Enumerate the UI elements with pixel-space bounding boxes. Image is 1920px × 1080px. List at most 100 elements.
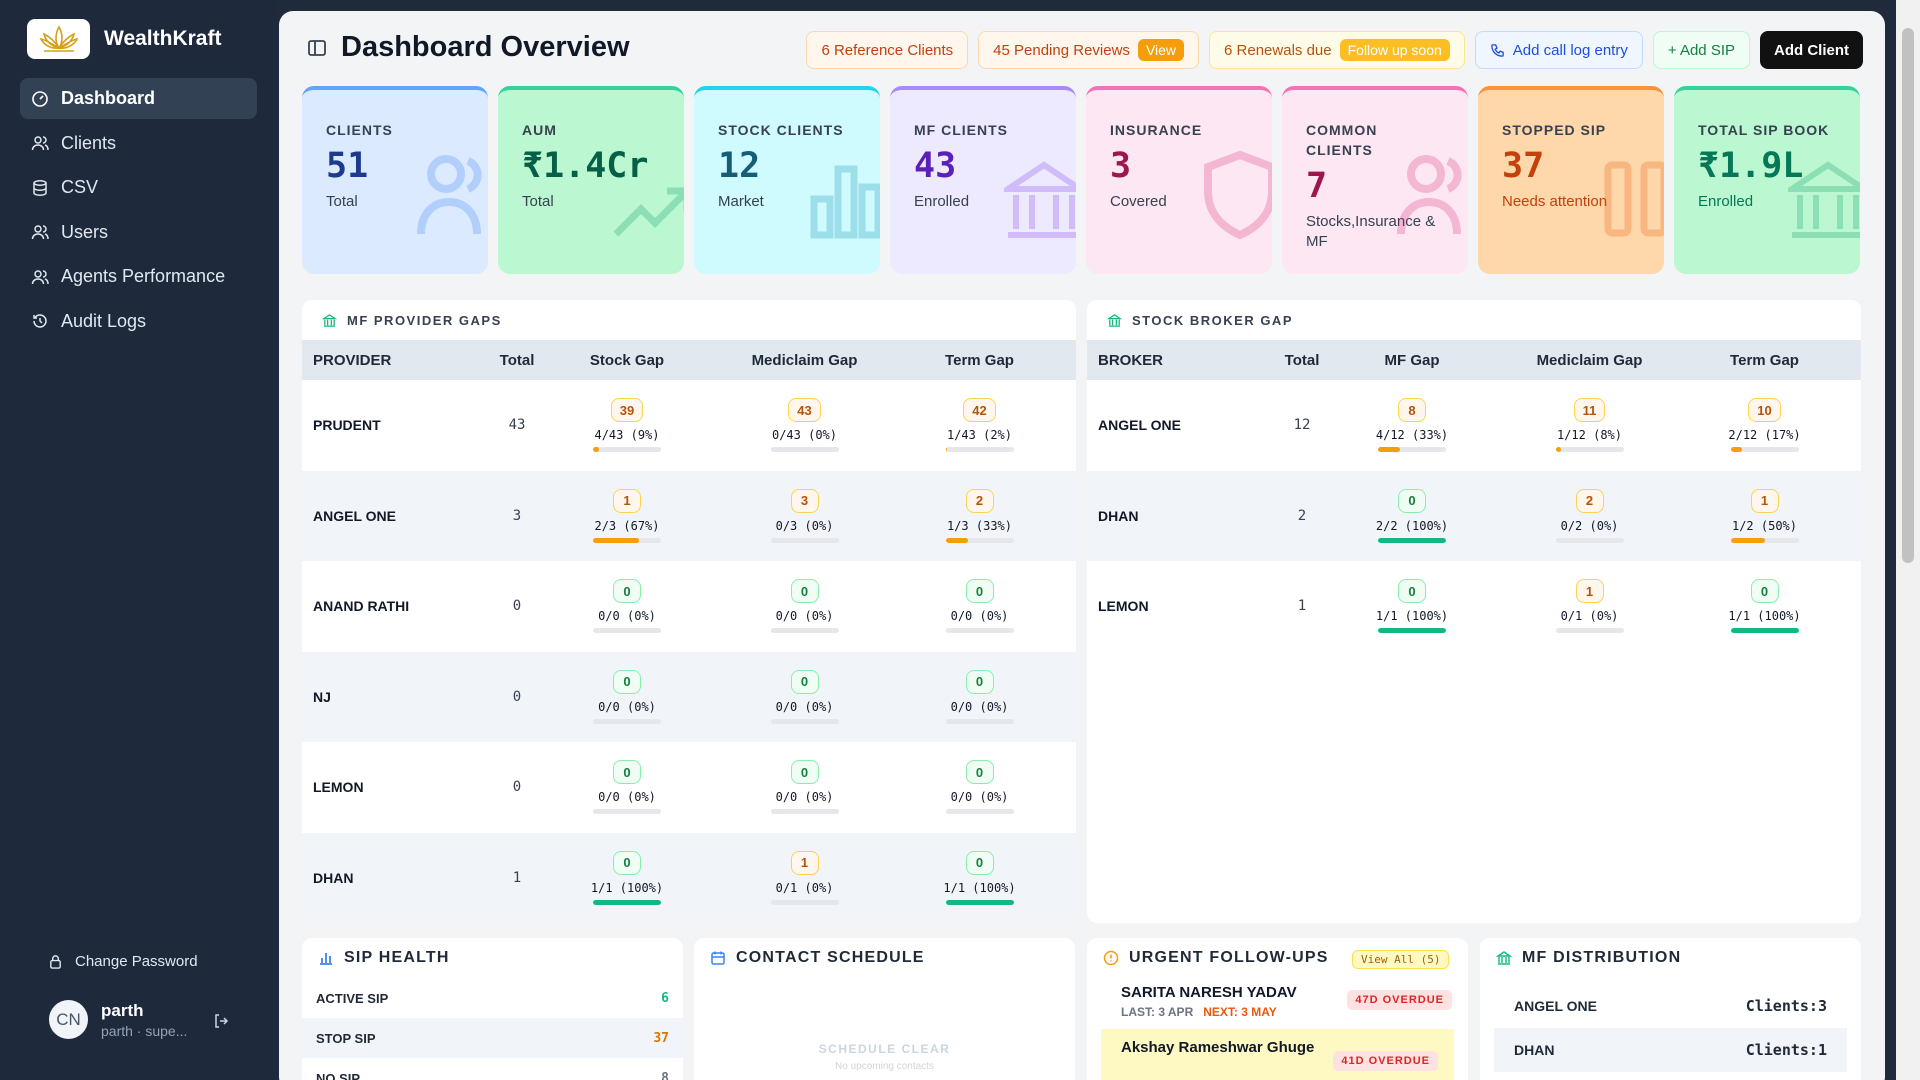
gap-cell: 1 0/1 (0%)	[1487, 579, 1692, 634]
sidebar-toggle-icon[interactable]	[307, 38, 327, 58]
column-header[interactable]: PROVIDER	[313, 351, 392, 369]
column-header[interactable]: Mediclaim Gap	[751, 351, 858, 369]
gap-cell: 1 2/3 (67%)	[552, 488, 702, 543]
gap-ratio: 0/0 (0%)	[598, 790, 656, 805]
renewals-label: 6 Renewals due	[1224, 41, 1332, 59]
column-header[interactable]: BROKER	[1098, 351, 1164, 369]
stat-card-common-clients[interactable]: COMMON CLIENTS 7 Stocks,Insurance & MF	[1282, 86, 1468, 274]
gap-progress-bar	[593, 537, 661, 543]
gap-badge: 0	[613, 669, 641, 694]
sip-health-panel: SIP HEALTH ACTIVE SIP 6 STOP SIP 37 NO SIP 8	[302, 938, 683, 1080]
column-header[interactable]: Total	[499, 351, 535, 369]
view-button[interactable]: View	[1137, 39, 1185, 61]
table-row: NJ 0 0 0/0 (0%) 0 0/0 (0%) 0 0/0 (0%)	[302, 651, 1076, 742]
card-sub: Stocks,Insurance & MF	[1306, 213, 1436, 250]
row-name: DHAN	[1098, 507, 1139, 524]
column-header[interactable]: MF Gap	[1384, 351, 1440, 369]
stat-cards: CLIENTS 51 Total AUM ₹1.4Cr Total STOCK CLIENT…	[302, 86, 1860, 274]
sip-label: STOP SIP	[316, 1030, 376, 1046]
column-header[interactable]: Mediclaim Gap	[1536, 351, 1643, 369]
stat-card-clients[interactable]: CLIENTS 51 Total	[302, 86, 488, 274]
stat-card-mf-clients[interactable]: MF CLIENTS 43 Enrolled	[890, 86, 1076, 274]
stat-card-stock-clients[interactable]: STOCK CLIENTS 12 Market	[694, 86, 880, 274]
stat-card-aum[interactable]: AUM ₹1.4Cr Total	[498, 86, 684, 274]
mf-distribution-name: ANGEL ONE	[1514, 998, 1597, 1014]
trending-up-icon	[612, 179, 684, 244]
gap-cell: 10 2/12 (17%)	[1692, 398, 1837, 453]
renewals-pill[interactable]: 6 Renewals due Follow up soon	[1209, 31, 1465, 69]
urgent-title-text: URGENT FOLLOW-UPS	[1129, 949, 1329, 966]
change-password-link[interactable]: Change Password	[48, 953, 198, 970]
column-header[interactable]: Term Gap	[1730, 351, 1799, 369]
users-icon	[31, 268, 49, 286]
row-total: 0	[512, 598, 522, 615]
gap-progress-bar	[1378, 628, 1446, 634]
mf-gaps-title-text: MF PROVIDER GAPS	[347, 312, 502, 328]
broker-gap-title: STOCK BROKER GAP	[1087, 300, 1861, 340]
gap-cell: 0 0/0 (0%)	[702, 669, 907, 724]
logout-icon[interactable]	[213, 1013, 229, 1034]
gap-ratio: 1/12 (8%)	[1556, 428, 1623, 443]
card-value: ₹1.9L	[1698, 146, 1804, 186]
gap-cell: 8 4/12 (33%)	[1337, 398, 1487, 453]
gap-badge: 8	[1398, 398, 1426, 423]
add-sip-button[interactable]: + Add SIP	[1652, 31, 1750, 69]
column-header[interactable]: Stock Gap	[589, 351, 665, 369]
row-total: 1	[1297, 598, 1307, 615]
sip-health-row: NO SIP 8	[302, 1058, 683, 1080]
stat-card-insurance[interactable]: INSURANCE 3 Covered	[1086, 86, 1272, 274]
column-header[interactable]: Term Gap	[945, 351, 1014, 369]
add-client-button[interactable]: Add Client	[1760, 31, 1863, 69]
sidebar-item-dashboard[interactable]: Dashboard	[20, 78, 257, 119]
gap-badge: 1	[790, 850, 819, 875]
scrollbar[interactable]	[1896, 0, 1920, 1080]
follow-up-item[interactable]: SARITA NARESH YADAV LAST: 3 APR NEXT: 3 MA…	[1087, 978, 1468, 1029]
main-content: Dashboard Overview 6 Reference Clients 4…	[279, 11, 1885, 1080]
gap-progress-bar	[770, 628, 839, 634]
gap-ratio: 4/43 (9%)	[594, 428, 660, 443]
sidebar-item-users[interactable]: Users	[20, 212, 257, 253]
follow-up-item[interactable]: Akshay Rameshwar Ghuge 41D OVERDUE	[1101, 1029, 1454, 1080]
mf-gaps-table: PROVIDER Total Stock Gap Mediclaim Gap Term …	[302, 340, 1076, 923]
gap-ratio: 0/0 (0%)	[950, 790, 1009, 805]
scrollbar-thumb[interactable]	[1902, 28, 1914, 563]
row-name: DHAN	[313, 869, 354, 886]
row-total: 43	[508, 417, 526, 434]
add-sip-label: + Add SIP	[1667, 41, 1735, 59]
follow-up-button[interactable]: Follow up soon	[1339, 39, 1450, 61]
urgent-title: URGENT FOLLOW-UPS	[1087, 938, 1468, 978]
gap-ratio: 4/12 (33%)	[1375, 428, 1449, 443]
gap-cell: 0 0/0 (0%)	[552, 669, 702, 724]
sidebar-item-audit-logs[interactable]: Audit Logs	[20, 301, 257, 342]
gap-progress-bar	[1730, 447, 1799, 453]
follow-up-name: SARITA NARESH YADAV	[1121, 984, 1297, 1001]
gap-progress-fill	[1730, 628, 1799, 634]
card-sub: Market	[718, 193, 764, 210]
sidebar-item-clients[interactable]: Clients	[20, 123, 257, 164]
view-all-button[interactable]: View All (5)	[1352, 950, 1450, 969]
sidebar-item-csv[interactable]: CSV	[20, 167, 257, 208]
gap-cell: 0 0/0 (0%)	[907, 579, 1052, 634]
gap-badge: 1	[613, 488, 641, 513]
user-profile[interactable]: CN parth parth · supe...	[49, 1000, 187, 1039]
card-sub: Enrolled	[914, 193, 970, 210]
pending-reviews-pill[interactable]: 45 Pending Reviews View	[978, 31, 1200, 69]
dashboard-icon	[31, 90, 49, 108]
stat-card-stopped-sip[interactable]: STOPPED SIP 37 Needs attention	[1478, 86, 1664, 274]
column-header[interactable]: Total	[1284, 351, 1320, 369]
add-call-log-button[interactable]: Add call log entry	[1474, 31, 1643, 69]
follow-up-name: Akshay Rameshwar Ghuge	[1121, 1039, 1315, 1056]
reference-clients-pill[interactable]: 6 Reference Clients	[806, 31, 969, 69]
brand[interactable]: WealthKraft	[27, 19, 221, 59]
gap-badge: 0	[965, 760, 994, 785]
stat-card-total-sip-book[interactable]: TOTAL SIP BOOK ₹1.9L Enrolled	[1674, 86, 1860, 274]
gap-cell: 0 0/0 (0%)	[552, 579, 702, 634]
gap-progress-bar	[593, 809, 661, 815]
calendar-icon	[711, 951, 725, 965]
sidebar-item-agents-performance[interactable]: Agents Performance	[20, 256, 257, 297]
gap-badge: 10	[1748, 398, 1781, 423]
mf-distribution-value: Clients:3	[1745, 997, 1827, 1015]
row-total: 2	[1297, 507, 1307, 524]
sidebar-item-label: Agents Performance	[61, 266, 226, 286]
gap-ratio: 0/0 (0%)	[950, 609, 1009, 624]
